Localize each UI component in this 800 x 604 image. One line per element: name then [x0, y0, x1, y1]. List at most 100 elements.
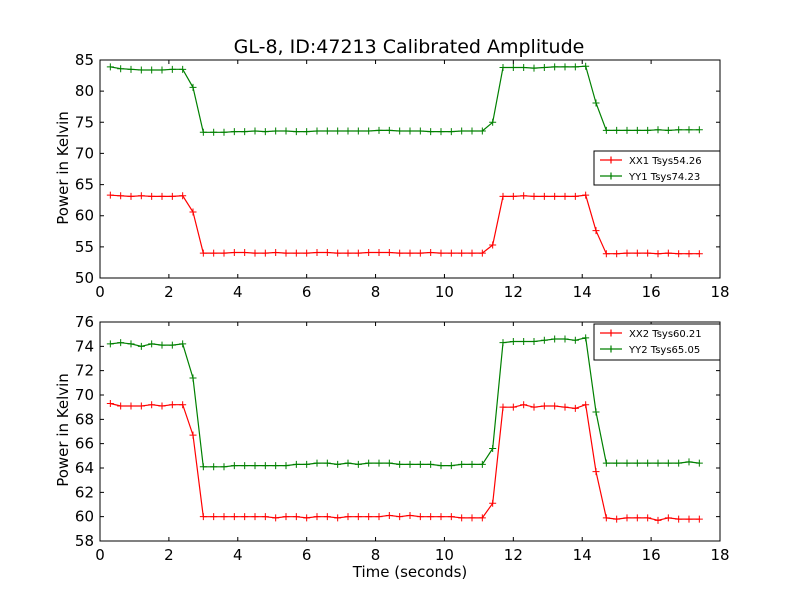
data-point — [241, 462, 249, 470]
data-point — [509, 192, 517, 200]
data-point — [148, 401, 156, 409]
y-tick-label: 70 — [75, 144, 94, 162]
data-point — [148, 192, 156, 200]
data-point — [106, 191, 114, 199]
x-tick-label: 2 — [164, 283, 174, 301]
data-point — [323, 513, 331, 521]
data-point — [551, 192, 559, 200]
data-point — [375, 126, 383, 134]
data-point — [106, 63, 114, 71]
data-point — [365, 127, 373, 135]
data-point — [499, 63, 507, 71]
data-point — [220, 463, 228, 471]
data-point — [261, 128, 269, 136]
data-point — [447, 249, 455, 257]
y-tick-label: 64 — [75, 459, 94, 477]
data-point — [282, 249, 290, 257]
data-point — [272, 127, 280, 135]
data-point — [168, 192, 176, 200]
data-point — [613, 126, 621, 134]
data-point — [623, 126, 631, 134]
data-point — [261, 513, 269, 521]
top-panel: 0 2 4 6 8 10 12 14 16 18 50 55 60 65 70 75 80 85 XX1 Tsys5… — [75, 51, 730, 301]
data-point — [385, 248, 393, 256]
data-point — [313, 248, 321, 256]
data-point — [416, 460, 424, 468]
data-point — [127, 192, 135, 200]
data-point — [437, 249, 445, 257]
data-point — [633, 459, 641, 467]
data-point — [468, 249, 476, 257]
data-point — [664, 249, 672, 257]
x-tick-label: 16 — [642, 283, 661, 301]
data-point — [458, 127, 466, 135]
x-tick-label: 0 — [95, 546, 105, 564]
data-point — [592, 99, 600, 107]
data-point — [551, 335, 559, 343]
data-point — [220, 513, 228, 521]
data-point — [282, 127, 290, 135]
data-point — [468, 127, 476, 135]
data-point — [199, 513, 207, 521]
data-point — [427, 460, 435, 468]
data-point — [416, 513, 424, 521]
data-point — [509, 337, 517, 345]
y-axis-label-top: Power in Kelvin — [54, 111, 72, 225]
data-point — [551, 63, 559, 71]
y-tick-label: 62 — [75, 483, 94, 501]
data-point — [210, 513, 218, 521]
data-point — [530, 192, 538, 200]
y-tick-label: 85 — [75, 51, 94, 69]
data-point — [406, 249, 414, 257]
data-point — [644, 514, 652, 522]
data-point — [251, 127, 259, 135]
data-point — [117, 192, 125, 200]
y-tick-label: 70 — [75, 386, 94, 404]
data-point — [313, 513, 321, 521]
data-point — [540, 336, 548, 344]
legend-label: XX1 Tsys54.26 — [629, 156, 702, 167]
data-point — [458, 460, 466, 468]
data-point — [675, 459, 683, 467]
data-point — [230, 128, 238, 136]
x-tick-label: 14 — [573, 546, 592, 564]
y-tick-label: 75 — [75, 113, 94, 131]
data-point — [385, 459, 393, 467]
data-point — [354, 249, 362, 257]
series-line-1 — [110, 194, 700, 255]
y-tick-label: 74 — [75, 337, 94, 355]
data-point — [582, 401, 590, 409]
x-tick-label: 6 — [302, 283, 312, 301]
data-point — [137, 342, 145, 350]
data-point — [251, 249, 259, 257]
data-point — [427, 128, 435, 136]
data-point — [695, 250, 703, 258]
legend-swatch — [600, 156, 622, 164]
data-point — [210, 463, 218, 471]
data-point — [685, 458, 693, 466]
data-point — [561, 192, 569, 200]
x-tick-label: 10 — [435, 546, 454, 564]
data-point — [520, 63, 528, 71]
data-point — [509, 403, 517, 411]
data-point — [396, 513, 404, 521]
data-point — [137, 66, 145, 74]
data-point — [334, 460, 342, 468]
data-point — [644, 126, 652, 134]
data-point — [292, 128, 300, 136]
data-point — [158, 402, 166, 410]
data-point — [396, 127, 404, 135]
data-point — [375, 248, 383, 256]
data-point — [230, 462, 238, 470]
data-point — [241, 248, 249, 256]
x-axis-label: Time (seconds) — [352, 563, 468, 581]
data-point — [158, 66, 166, 74]
data-point — [106, 400, 114, 408]
data-point — [406, 127, 414, 135]
data-point — [675, 250, 683, 258]
data-point — [323, 459, 331, 467]
data-point — [468, 460, 476, 468]
data-point — [458, 514, 466, 522]
plot-frame — [99, 321, 721, 542]
data-point — [334, 514, 342, 522]
